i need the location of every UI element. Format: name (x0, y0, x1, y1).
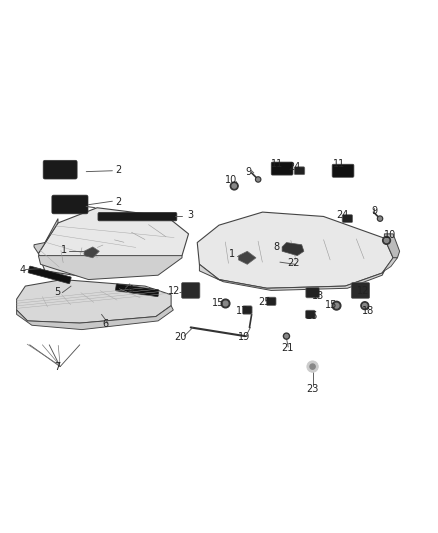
FancyBboxPatch shape (182, 282, 200, 298)
Polygon shape (197, 212, 393, 288)
Text: 4: 4 (19, 264, 25, 274)
Circle shape (378, 217, 381, 220)
Circle shape (363, 303, 367, 308)
Text: 15: 15 (325, 300, 337, 310)
FancyBboxPatch shape (266, 297, 276, 305)
Text: 1: 1 (229, 249, 235, 260)
Text: 9: 9 (372, 206, 378, 216)
Polygon shape (34, 219, 58, 254)
FancyBboxPatch shape (43, 160, 77, 179)
Text: 6: 6 (102, 319, 108, 329)
Text: 24: 24 (289, 162, 301, 172)
Text: 2: 2 (115, 165, 121, 175)
FancyBboxPatch shape (243, 306, 252, 314)
Polygon shape (385, 234, 399, 258)
Text: 12: 12 (357, 286, 370, 296)
Text: 11: 11 (271, 159, 283, 169)
Circle shape (221, 299, 230, 308)
Text: 10: 10 (225, 175, 237, 185)
Text: 18: 18 (362, 306, 374, 316)
Polygon shape (239, 251, 256, 264)
Text: 2: 2 (115, 197, 121, 207)
Text: 4: 4 (128, 286, 134, 295)
Circle shape (257, 178, 260, 181)
Circle shape (255, 177, 261, 182)
Text: 12: 12 (169, 286, 181, 296)
FancyBboxPatch shape (271, 162, 293, 175)
Text: 13: 13 (312, 291, 325, 301)
Circle shape (232, 184, 237, 188)
Circle shape (285, 335, 288, 338)
Polygon shape (17, 279, 171, 323)
FancyBboxPatch shape (98, 213, 177, 221)
Circle shape (230, 182, 238, 190)
Text: 22: 22 (288, 258, 300, 268)
Text: 23: 23 (306, 384, 318, 394)
Circle shape (283, 333, 290, 339)
Text: 11: 11 (332, 159, 345, 169)
Text: 10: 10 (384, 230, 396, 240)
Text: 19: 19 (238, 332, 251, 342)
Polygon shape (282, 243, 304, 256)
FancyBboxPatch shape (52, 195, 88, 214)
Polygon shape (39, 256, 182, 279)
Text: 25: 25 (258, 297, 271, 307)
Circle shape (223, 301, 228, 306)
FancyBboxPatch shape (342, 215, 353, 223)
Circle shape (310, 364, 315, 369)
Polygon shape (84, 247, 99, 258)
Text: 24: 24 (336, 210, 349, 220)
Text: 8: 8 (273, 242, 279, 252)
Circle shape (383, 237, 391, 244)
Circle shape (378, 216, 383, 221)
Text: 15: 15 (212, 297, 224, 308)
Text: 20: 20 (174, 333, 187, 342)
Circle shape (332, 301, 341, 310)
Polygon shape (199, 264, 385, 290)
FancyBboxPatch shape (294, 167, 305, 175)
Circle shape (307, 361, 318, 372)
FancyBboxPatch shape (116, 284, 159, 296)
Polygon shape (17, 305, 173, 329)
Text: 16: 16 (306, 311, 318, 321)
Text: 1: 1 (61, 245, 67, 255)
FancyBboxPatch shape (306, 310, 315, 319)
Text: 21: 21 (282, 343, 294, 353)
FancyBboxPatch shape (332, 164, 354, 177)
Polygon shape (382, 258, 397, 273)
Circle shape (361, 302, 369, 310)
Polygon shape (39, 208, 188, 277)
Text: 7: 7 (54, 362, 60, 373)
Text: 17: 17 (237, 306, 249, 316)
FancyBboxPatch shape (28, 266, 71, 284)
Text: 3: 3 (187, 210, 194, 220)
Text: 9: 9 (246, 167, 252, 176)
FancyBboxPatch shape (351, 282, 370, 298)
FancyBboxPatch shape (306, 287, 319, 298)
Circle shape (385, 238, 389, 243)
Text: 5: 5 (54, 287, 60, 297)
Circle shape (334, 303, 339, 308)
